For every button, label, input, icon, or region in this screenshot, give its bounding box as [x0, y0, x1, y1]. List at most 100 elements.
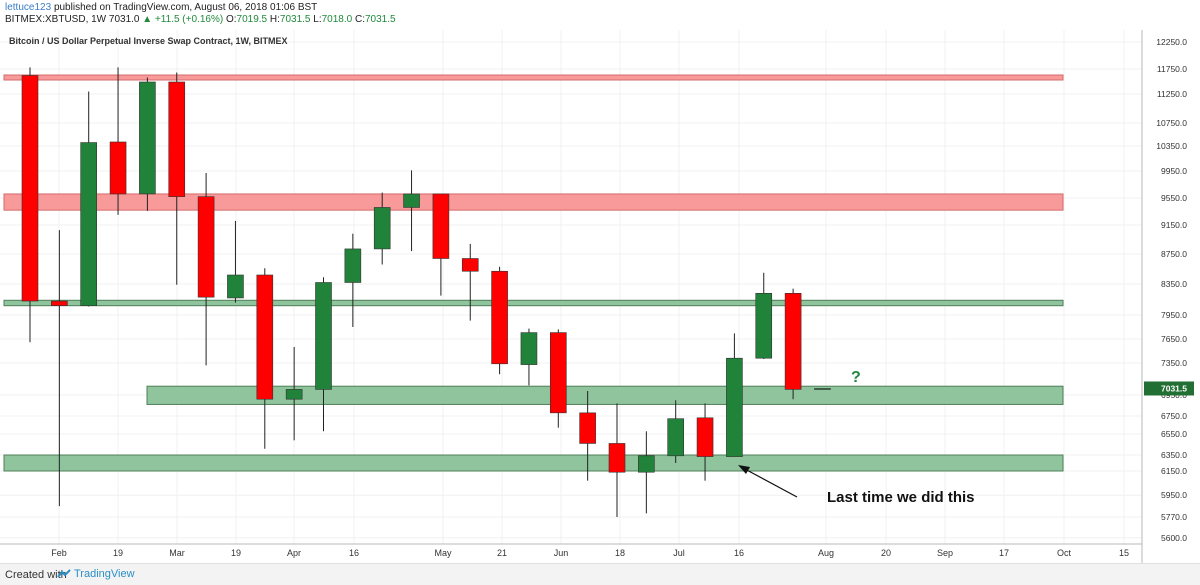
ohlc-close-label: C:	[354, 14, 365, 25]
candle-body	[726, 357, 743, 457]
resistance-zone	[3, 193, 1064, 211]
candle-body	[520, 332, 538, 365]
price-tick-label: 7350.0	[1161, 358, 1187, 368]
support-zone	[3, 454, 1064, 472]
time-tick-label: Feb	[51, 548, 67, 558]
time-tick-label: 15	[1119, 548, 1129, 558]
time-tick-label: Sep	[937, 548, 953, 558]
time-tick-label: Oct	[1057, 548, 1072, 558]
candle-body	[784, 292, 802, 390]
time-tick-label: 16	[734, 548, 744, 558]
price-tick-label: 5770.0	[1161, 512, 1187, 522]
time-tick-label: Aug	[818, 548, 834, 558]
ohlc-low-value: 7018.0	[321, 14, 353, 25]
candle-body	[608, 443, 626, 473]
candle-body	[168, 81, 186, 197]
ohlc-high-value: 7031.5	[279, 14, 311, 25]
author-link[interactable]: lettuce123	[5, 2, 52, 13]
question-mark-annotation: ?	[851, 369, 861, 386]
price-tick-label: 9550.0	[1161, 193, 1187, 203]
price-tick-label: 6350.0	[1161, 450, 1187, 460]
tradingview-logo[interactable]: TradingView	[57, 568, 135, 580]
price-tick-label: 9150.0	[1161, 220, 1187, 230]
time-axis[interactable]: Feb 19 Mar 19 Apr 16 May 21 Jun 18 Jul 16 Aug 20 Sep 17…	[51, 548, 1129, 558]
support-zone	[3, 299, 1064, 307]
candle-body	[549, 332, 567, 414]
last-price: 7031.0	[108, 14, 140, 25]
price-tick-label: 6750.0	[1161, 411, 1187, 421]
annotation-arrowhead	[738, 465, 750, 474]
candle-body	[491, 270, 508, 365]
candle-body	[814, 388, 831, 390]
candle-body	[315, 282, 332, 390]
ohlc-open-label: O:	[225, 14, 237, 25]
published-text: published on TradingView.com, August 06,…	[53, 2, 318, 13]
candlesticks	[21, 67, 831, 517]
price-tick-label: 5950.0	[1161, 490, 1187, 500]
price-change: +11.5 (+0.16%)	[154, 14, 224, 25]
price-tick-label: 8350.0	[1161, 279, 1187, 289]
candle-body	[139, 81, 156, 195]
price-tick-label: 9950.0	[1161, 166, 1187, 176]
symbol-info: BITMEX:XBTUSD, 1W 7031.0 ▲ +11.5 (+0.16%…	[5, 14, 396, 25]
price-tick-label: 6150.0	[1161, 466, 1187, 476]
price-tick-label: 8750.0	[1161, 249, 1187, 259]
candle-body	[344, 248, 362, 283]
ohlc-low-label: L:	[313, 14, 322, 25]
resistance-zone	[3, 74, 1064, 81]
support-resistance-zones	[3, 74, 1064, 472]
time-tick-label: 20	[881, 548, 891, 558]
price-tick-label: 10350.0	[1156, 141, 1187, 151]
candle-body	[21, 75, 39, 302]
symbol-label: BITMEX:XBTUSD, 1W	[5, 14, 107, 25]
price-tick-label: 6550.0	[1161, 429, 1187, 439]
candle-body	[432, 193, 450, 259]
candle-body	[667, 418, 685, 457]
candle-body	[227, 274, 244, 299]
candle-body	[256, 274, 274, 400]
up-arrow-icon: ▲	[142, 14, 153, 25]
ohlc-high-label: H:	[269, 14, 280, 25]
price-tick-label: 11750.0	[1157, 64, 1187, 74]
candle-body	[80, 142, 97, 306]
time-tick-label: Apr	[287, 548, 301, 558]
candle-body	[696, 417, 714, 457]
candle-body	[197, 196, 215, 298]
candle-body	[285, 389, 303, 400]
annotation-text: Last time we did this	[827, 489, 975, 506]
time-tick-label: Mar	[169, 548, 185, 558]
annotations: Last time we did this?	[738, 369, 975, 506]
candle-body	[403, 193, 420, 208]
time-tick-label: May	[434, 548, 452, 558]
ohlc-close-value: 7031.5	[364, 14, 396, 25]
time-tick-label: 21	[497, 548, 507, 558]
time-tick-label: 19	[231, 548, 241, 558]
publish-info: lettuce123 published on TradingView.com,…	[5, 2, 317, 13]
candle-body	[579, 412, 596, 444]
last-price-label: 7031.5	[1161, 383, 1187, 393]
price-tick-label: 11250.0	[1157, 89, 1187, 99]
price-tick-label: 5600.0	[1161, 533, 1187, 543]
support-zone	[146, 385, 1064, 405]
price-axis[interactable]: 12250.0 11750.0 11250.0 10750.0 10350.0 9950.…	[1144, 37, 1194, 543]
footer: Created with TradingView	[0, 563, 1200, 585]
candle-body	[373, 207, 391, 250]
time-tick-label: Jun	[554, 548, 569, 558]
tradingview-brand: TradingView	[74, 568, 135, 580]
created-with-label: Created with	[5, 569, 67, 581]
last-price-tag	[1144, 381, 1194, 396]
time-tick-label: Jul	[673, 548, 685, 558]
price-tick-label: 7650.0	[1161, 334, 1187, 344]
candle-body	[755, 292, 773, 359]
candle-body	[461, 258, 479, 272]
candle-body	[638, 455, 655, 473]
candle-body	[51, 300, 68, 306]
time-tick-label: 17	[999, 548, 1009, 558]
annotation-arrow	[742, 467, 798, 498]
price-tick-label: 10750.0	[1156, 118, 1187, 128]
price-chart[interactable]: 12250.0 11750.0 11250.0 10750.0 10350.0 9950.…	[0, 30, 1200, 563]
time-tick-label: 19	[113, 548, 123, 558]
candle-body	[109, 141, 127, 195]
tradingview-logo-icon	[57, 569, 71, 578]
price-tick-label: 12250.0	[1156, 37, 1187, 47]
